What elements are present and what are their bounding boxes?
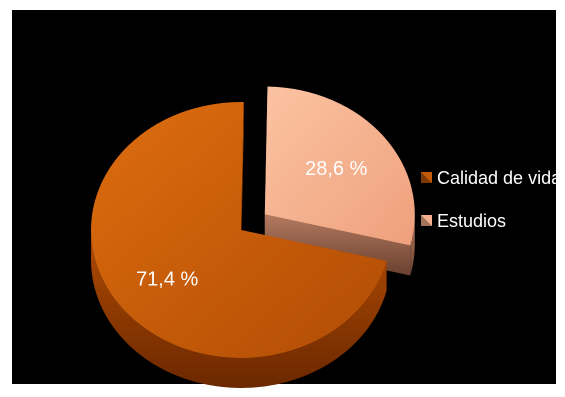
slice-side [410,214,415,276]
pie-slice-calidad-de-vida [90,102,387,389]
legend-swatch [421,172,432,183]
slice-top [264,86,415,246]
legend-swatch-shade [421,215,432,226]
legend-label: Calidad de vida [437,168,562,188]
data-label: 28,6 % [305,158,367,180]
legend-label: Estudios [437,211,506,231]
data-label: 71,4 % [136,268,198,290]
slice-side [91,230,387,389]
legend-swatch [421,215,432,226]
legend-swatch-shade [421,172,432,183]
legend-item: Estudios [421,211,506,231]
slice-wall [241,102,244,260]
slice-top [90,102,387,358]
legend-item: Calidad de vida [421,168,562,188]
